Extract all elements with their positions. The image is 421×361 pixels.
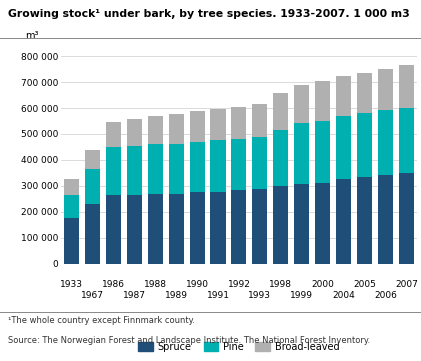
Bar <box>252 189 267 264</box>
Bar <box>378 175 393 264</box>
Text: 1986: 1986 <box>102 279 125 288</box>
Bar <box>148 144 163 193</box>
Bar <box>294 184 309 264</box>
Text: 2007: 2007 <box>395 279 418 288</box>
Text: 1993: 1993 <box>248 291 272 300</box>
Bar <box>315 121 330 183</box>
Bar <box>210 140 226 191</box>
Text: 1992: 1992 <box>227 279 250 288</box>
Bar <box>357 177 372 264</box>
Bar <box>273 130 288 186</box>
Text: 1991: 1991 <box>206 291 229 300</box>
Bar <box>273 186 288 264</box>
Bar <box>273 92 288 130</box>
Bar <box>232 107 246 139</box>
Bar <box>315 81 330 121</box>
Bar <box>232 191 246 264</box>
Bar <box>252 136 267 189</box>
Bar <box>378 69 393 110</box>
Bar <box>378 110 393 175</box>
Bar <box>399 65 414 108</box>
Bar <box>336 77 351 116</box>
Bar <box>106 147 121 195</box>
Bar <box>127 195 142 264</box>
Bar <box>294 84 309 123</box>
Text: 1989: 1989 <box>165 291 188 300</box>
Bar <box>189 111 205 142</box>
Text: 1933: 1933 <box>60 279 83 288</box>
Text: 2006: 2006 <box>374 291 397 300</box>
Bar <box>64 179 79 195</box>
Bar <box>336 116 351 179</box>
Bar <box>127 119 142 146</box>
Text: m³: m³ <box>25 31 39 41</box>
Legend: Spruce, Pine, Broad-leaved: Spruce, Pine, Broad-leaved <box>134 338 344 356</box>
Bar <box>232 139 246 191</box>
Bar <box>64 195 79 218</box>
Bar <box>399 108 414 173</box>
Bar <box>357 113 372 177</box>
Text: 2005: 2005 <box>353 279 376 288</box>
Bar <box>399 173 414 264</box>
Text: Source: The Norwegian Forest and Landscape Institute. The National Forest Invent: Source: The Norwegian Forest and Landsca… <box>8 336 370 345</box>
Bar <box>210 191 226 264</box>
Bar <box>210 109 226 140</box>
Bar <box>315 183 330 264</box>
Text: 1998: 1998 <box>269 279 292 288</box>
Bar <box>64 218 79 264</box>
Text: 2004: 2004 <box>332 291 355 300</box>
Bar <box>168 193 184 264</box>
Bar <box>85 150 100 169</box>
Bar <box>336 179 351 264</box>
Bar <box>148 193 163 264</box>
Bar <box>85 204 100 264</box>
Bar <box>357 73 372 113</box>
Bar <box>168 114 184 144</box>
Bar <box>252 104 267 136</box>
Text: 1967: 1967 <box>81 291 104 300</box>
Bar <box>106 122 121 147</box>
Bar <box>294 123 309 184</box>
Text: 2000: 2000 <box>311 279 334 288</box>
Text: ¹The whole country except Finnmark county.: ¹The whole country except Finnmark count… <box>8 316 195 325</box>
Bar <box>168 144 184 193</box>
Text: 1990: 1990 <box>186 279 208 288</box>
Text: 1987: 1987 <box>123 291 146 300</box>
Bar <box>106 195 121 264</box>
Bar <box>189 192 205 264</box>
Text: 1999: 1999 <box>290 291 313 300</box>
Bar <box>85 169 100 204</box>
Bar <box>127 146 142 195</box>
Bar <box>148 116 163 144</box>
Text: 1988: 1988 <box>144 279 167 288</box>
Bar <box>189 142 205 192</box>
Text: Growing stock¹ under bark, by tree species. 1933-2007. 1 000 m3: Growing stock¹ under bark, by tree speci… <box>8 9 410 19</box>
